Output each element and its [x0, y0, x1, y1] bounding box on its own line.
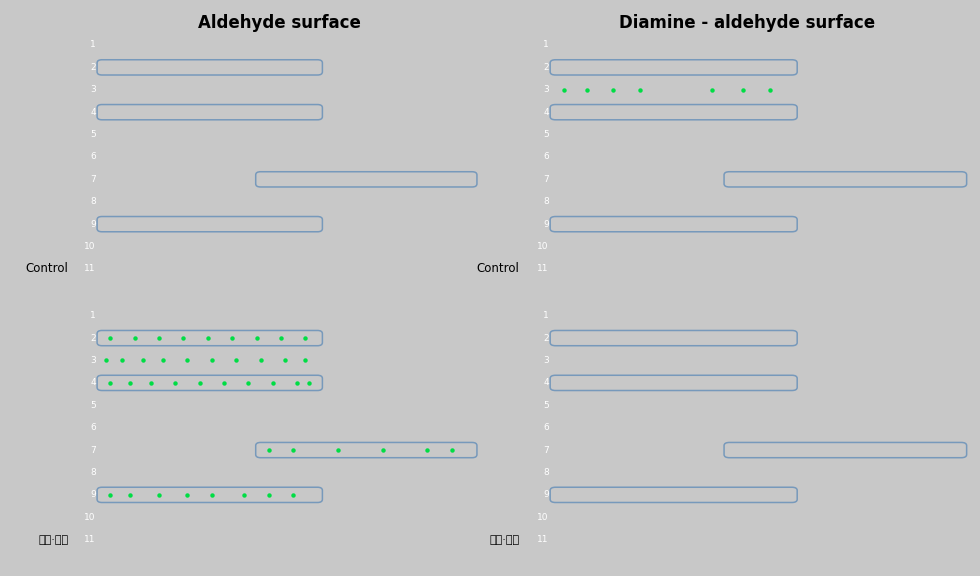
- Text: Control: Control: [476, 263, 519, 275]
- Text: 6: 6: [543, 423, 549, 432]
- Text: 8: 8: [543, 468, 549, 477]
- Text: 8: 8: [90, 197, 96, 206]
- Text: 3: 3: [543, 356, 549, 365]
- Text: 2: 2: [543, 334, 549, 343]
- Text: 2: 2: [90, 63, 96, 72]
- Text: 1: 1: [543, 40, 549, 50]
- Text: 품종·추정: 품종·추정: [489, 535, 519, 545]
- Text: 4: 4: [90, 378, 96, 388]
- Text: 11: 11: [537, 535, 549, 544]
- Text: 2: 2: [90, 334, 96, 343]
- Text: 8: 8: [543, 197, 549, 206]
- Text: 5: 5: [90, 401, 96, 410]
- Text: 10: 10: [537, 513, 549, 522]
- Text: 9: 9: [543, 490, 549, 499]
- Text: 9: 9: [90, 219, 96, 229]
- Text: Diamine - aldehyde surface: Diamine - aldehyde surface: [618, 14, 875, 32]
- Text: 11: 11: [537, 264, 549, 274]
- Text: 8: 8: [90, 468, 96, 477]
- Text: Aldehyde surface: Aldehyde surface: [198, 14, 361, 32]
- Text: 3: 3: [90, 356, 96, 365]
- Text: 2: 2: [543, 63, 549, 72]
- Text: 7: 7: [543, 175, 549, 184]
- Text: 1: 1: [90, 311, 96, 320]
- Text: 10: 10: [84, 513, 96, 522]
- Text: 4: 4: [543, 378, 549, 388]
- Text: 3: 3: [543, 85, 549, 94]
- Text: 7: 7: [90, 446, 96, 454]
- Text: 7: 7: [543, 446, 549, 454]
- Text: 6: 6: [543, 153, 549, 161]
- Text: 3: 3: [90, 85, 96, 94]
- Text: 1: 1: [90, 40, 96, 50]
- Text: Control: Control: [25, 263, 69, 275]
- Text: 7: 7: [90, 175, 96, 184]
- Text: 5: 5: [543, 130, 549, 139]
- Text: 품종·추정: 품종·추정: [38, 535, 69, 545]
- Text: 10: 10: [84, 242, 96, 251]
- Text: 9: 9: [543, 219, 549, 229]
- Text: 11: 11: [84, 264, 96, 274]
- Text: 5: 5: [543, 401, 549, 410]
- Text: 10: 10: [537, 242, 549, 251]
- Text: 6: 6: [90, 153, 96, 161]
- Text: 4: 4: [90, 108, 96, 117]
- Text: 6: 6: [90, 423, 96, 432]
- Text: 5: 5: [90, 130, 96, 139]
- Text: 11: 11: [84, 535, 96, 544]
- Text: 1: 1: [543, 311, 549, 320]
- Text: 9: 9: [90, 490, 96, 499]
- Text: 4: 4: [543, 108, 549, 117]
